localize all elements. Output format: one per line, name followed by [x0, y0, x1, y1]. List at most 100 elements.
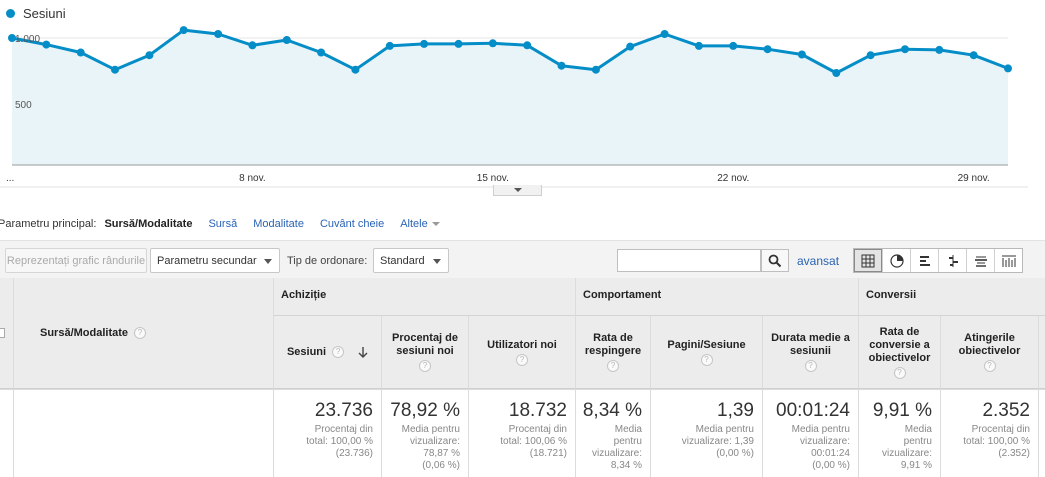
view-performance-button[interactable] — [910, 249, 938, 272]
data-point — [660, 30, 669, 38]
select-all-checkbox[interactable] — [0, 328, 5, 338]
column-header-goal-completions[interactable]: Atingerile obiectivelor ? — [941, 316, 1039, 389]
column-header-new-users[interactable]: Utilizatori noi ? — [469, 316, 576, 389]
advanced-filter-link[interactable]: avansat — [797, 254, 840, 268]
total-subtext: Media pentru vizualizare: 78,87 % (0,06 … — [386, 424, 460, 472]
view-term-cloud-button[interactable] — [966, 249, 994, 272]
column-header-pages-per-session[interactable]: Pagini/Sesiune ? — [651, 316, 763, 389]
legend-dot-icon — [6, 9, 15, 18]
data-point — [214, 30, 223, 38]
total-value: 23.736 — [314, 400, 373, 421]
sort-descending-icon — [358, 347, 368, 358]
total-value: 8,34 % — [582, 400, 642, 421]
help-icon[interactable]: ? — [516, 353, 528, 366]
totals-row-overflow — [1039, 389, 1045, 477]
table-search-input[interactable] — [617, 249, 761, 272]
subtext-line: (18.721) — [529, 448, 567, 459]
x-tick-label: 22 nov. — [717, 173, 749, 184]
data-point — [935, 45, 944, 54]
dimension-keyword[interactable]: Cuvânt cheie — [319, 218, 385, 230]
data-point — [901, 45, 909, 54]
help-icon[interactable]: ? — [893, 366, 906, 379]
chevron-down-icon — [513, 188, 522, 192]
caret-down-icon — [431, 222, 440, 226]
totals-row-spacer — [0, 389, 14, 477]
subtext-line: 8,34 % — [610, 460, 642, 471]
total-subtext: Procentaj din total: 100,00 % (2.352) — [945, 424, 1030, 460]
help-icon[interactable]: ? — [607, 360, 619, 372]
data-point — [694, 41, 703, 50]
total-bounce-rate-cell: 8,34 % Media pentru vizualizare: 8,34 % — [576, 389, 651, 477]
subtext-line: (0,00 %) — [812, 460, 850, 471]
column-header-label: Pagini/Sesiune — [667, 338, 746, 351]
select-column-header — [0, 278, 14, 389]
help-icon[interactable]: ? — [332, 346, 345, 358]
data-point — [111, 65, 119, 74]
dimension-more-label: Altele — [400, 218, 428, 230]
subtext-line: (23.736) — [335, 448, 373, 459]
report-table: Sursă/Modalitate ? Achiziție Comportamen… — [0, 278, 1045, 477]
subtext-line: Media pentru — [695, 424, 754, 435]
x-tick-label: 29 nov. — [958, 173, 990, 184]
view-pivot-button[interactable] — [994, 249, 1022, 272]
column-header-bounce-rate[interactable]: Rata de respingere ? — [576, 316, 651, 389]
chart-legend: Sesiuni — [6, 6, 66, 21]
plot-rows-button[interactable]: Reprezentați grafic rândurile — [5, 248, 147, 273]
data-point — [454, 39, 463, 48]
data-point — [626, 42, 635, 51]
y-tick-label: 1.000 — [15, 34, 40, 45]
subtext-line: total: 100,00 % — [306, 436, 373, 447]
subtext-line: (0,06 %) — [422, 460, 460, 471]
data-point — [76, 48, 85, 57]
view-pie-button[interactable] — [882, 249, 910, 272]
total-subtext: Media pentru vizualizare: 1,39 (0,00 %) — [655, 424, 754, 460]
total-subtext: Procentaj din total: 100,00 % (23.736) — [278, 424, 373, 460]
subtext-line: pentru — [613, 436, 642, 447]
subtext-line: Media — [904, 424, 932, 435]
data-point — [797, 50, 806, 59]
help-icon[interactable]: ? — [419, 360, 431, 372]
subtext-line: (2.352) — [998, 448, 1030, 459]
legend-label: Sesiuni — [23, 6, 66, 21]
view-comparison-button[interactable] — [938, 249, 966, 272]
total-avg-session-duration-cell: 00:01:24 Media pentru vizualizare: 00:01… — [763, 389, 859, 477]
help-icon[interactable]: ? — [134, 327, 147, 339]
total-value: 18.732 — [508, 400, 567, 421]
subtext-line: pentru — [903, 436, 932, 447]
dimension-column-header[interactable]: Sursă/Modalitate ? — [14, 278, 274, 389]
chart-expand-toggle[interactable] — [493, 185, 542, 196]
total-value: 78,92 % — [390, 400, 460, 421]
series-line-sessions — [11, 28, 1009, 75]
dimension-more-dropdown[interactable]: Altele — [400, 218, 440, 230]
column-header-overflow — [1039, 316, 1045, 389]
secondary-dimension-select[interactable]: Parametru secundar — [150, 248, 280, 273]
data-point — [248, 41, 257, 50]
primary-dimension-bar: Parametru principal: Sursă/Modalitate Su… — [0, 218, 440, 230]
subtext-line: vizualizare: — [799, 436, 850, 447]
help-icon[interactable]: ? — [804, 360, 817, 372]
column-header-new-sessions-pct[interactable]: Procentaj de sesiuni noi ? — [382, 316, 469, 389]
data-point — [317, 48, 326, 57]
help-icon[interactable]: ? — [700, 353, 713, 366]
x-tick-label: 8 nov. — [239, 173, 266, 184]
dimension-source[interactable]: Sursă — [208, 218, 238, 230]
view-table-button[interactable] — [854, 249, 882, 272]
total-goal-conversion-rate-cell: 9,91 % Media pentru vizualizare: 9,91 % — [859, 389, 941, 477]
data-point — [763, 45, 772, 54]
subtext-line: 78,87 % — [423, 448, 460, 459]
column-header-goal-conversion-rate[interactable]: Rata de conversie a obiectivelor ? — [859, 316, 941, 389]
data-point — [385, 41, 394, 50]
dimension-medium[interactable]: Modalitate — [253, 218, 304, 230]
dimension-source-medium[interactable]: Sursă/Modalitate — [104, 218, 193, 230]
help-icon[interactable]: ? — [983, 360, 996, 372]
sessions-chart: 1.000 500... 8 nov. 15 nov. 22 nov. 29 nov. — [0, 26, 1028, 188]
total-goal-completions-cell: 2.352 Procentaj din total: 100,00 % (2.3… — [941, 389, 1039, 477]
group-header-acquisition: Achiziție — [274, 278, 576, 316]
column-header-sessions[interactable]: Sesiuni ? — [274, 316, 382, 389]
search-button[interactable] — [761, 249, 789, 272]
bar-chart-icon — [919, 255, 930, 266]
column-header-avg-session-duration[interactable]: Durata medie a sesiunii ? — [763, 316, 859, 389]
search-icon — [768, 254, 782, 267]
sort-type-select[interactable]: Standard — [373, 248, 449, 273]
data-point — [8, 34, 16, 42]
